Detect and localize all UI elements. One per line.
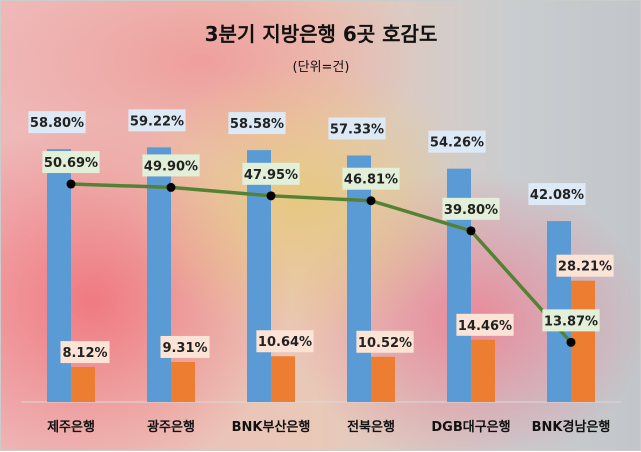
category-label: 광주은행 bbox=[147, 419, 195, 435]
data-label-text: 39.80% bbox=[444, 203, 498, 218]
data-label-bg bbox=[42, 151, 100, 174]
data-label-text: 54.26% bbox=[430, 136, 484, 151]
data-label-bg bbox=[242, 162, 300, 185]
bar-blue bbox=[247, 150, 271, 402]
line-point bbox=[66, 179, 76, 189]
data-label-text: 13.87% bbox=[544, 314, 598, 329]
category-label: BNK부산은행 bbox=[232, 419, 311, 435]
data-label-bg bbox=[228, 112, 286, 135]
data-label: 9.31% bbox=[160, 335, 210, 358]
data-label-bg bbox=[442, 197, 500, 220]
data-label-text: 14.46% bbox=[458, 319, 512, 334]
line-point bbox=[566, 337, 576, 347]
data-label-bg bbox=[256, 330, 314, 353]
data-label-bg bbox=[60, 341, 110, 364]
line-point bbox=[266, 191, 276, 201]
data-label: 10.64% bbox=[256, 330, 314, 353]
data-label: 42.08% bbox=[528, 183, 586, 206]
data-label-text: 49.90% bbox=[144, 159, 198, 174]
data-label: 50.69% bbox=[42, 151, 100, 174]
data-label-bg bbox=[128, 109, 186, 132]
data-label-bg bbox=[528, 183, 586, 206]
data-label-text: 9.31% bbox=[162, 341, 207, 356]
data-label-text: 57.33% bbox=[330, 122, 384, 137]
data-label-text: 46.81% bbox=[344, 173, 398, 188]
bar-blue bbox=[147, 147, 171, 402]
data-label-bg bbox=[328, 117, 386, 140]
bar-orange bbox=[271, 356, 295, 402]
bar-blue bbox=[47, 149, 71, 402]
data-label-text: 59.22% bbox=[130, 114, 184, 129]
chart-subtitle: (단위=건) bbox=[293, 60, 350, 75]
data-label-text: 47.95% bbox=[244, 168, 298, 183]
data-label-text: 8.12% bbox=[62, 346, 107, 361]
data-label: 54.26% bbox=[428, 130, 486, 153]
data-label: 57.33% bbox=[328, 117, 386, 140]
bar-orange bbox=[471, 339, 495, 402]
data-label: 46.81% bbox=[342, 167, 400, 190]
line-point bbox=[366, 196, 376, 206]
data-label-bg bbox=[356, 330, 414, 353]
data-label-bg bbox=[456, 313, 514, 336]
bar-orange bbox=[371, 356, 395, 402]
category-label: BNK경남은행 bbox=[532, 419, 611, 435]
line-point bbox=[466, 226, 476, 236]
data-label-text: 42.08% bbox=[530, 188, 584, 203]
data-label-bg bbox=[160, 335, 210, 358]
category-label: 제주은행 bbox=[47, 419, 95, 435]
data-label: 8.12% bbox=[60, 341, 110, 364]
data-label: 13.87% bbox=[542, 309, 600, 332]
chart-title: 3분기 지방은행 6곳 호감도 bbox=[205, 22, 438, 46]
data-label-bg bbox=[542, 309, 600, 332]
data-label-bg bbox=[28, 111, 86, 134]
line-point bbox=[166, 182, 176, 192]
data-label-text: 28.21% bbox=[558, 260, 612, 275]
line-series bbox=[70, 182, 573, 344]
data-label: 58.80% bbox=[28, 111, 86, 134]
data-label: 49.90% bbox=[142, 154, 200, 177]
bar-orange bbox=[71, 367, 95, 402]
data-label: 59.22% bbox=[128, 109, 186, 132]
data-label: 47.95% bbox=[242, 162, 300, 185]
data-label-bg bbox=[342, 167, 400, 190]
data-label-bg bbox=[556, 254, 614, 277]
bar-orange bbox=[171, 361, 195, 402]
data-label-bg bbox=[142, 154, 200, 177]
data-label-text: 50.69% bbox=[44, 156, 98, 171]
data-label: 28.21% bbox=[556, 254, 614, 277]
data-label-bg bbox=[428, 130, 486, 153]
data-label: 58.58% bbox=[228, 112, 286, 135]
data-label-text: 10.64% bbox=[258, 335, 312, 350]
data-label-text: 58.58% bbox=[230, 117, 284, 132]
category-label: 전북은행 bbox=[347, 419, 395, 435]
data-label-text: 10.52% bbox=[358, 336, 412, 351]
data-label: 14.46% bbox=[456, 313, 514, 336]
data-label: 10.52% bbox=[356, 330, 414, 353]
category-label: DGB대구은행 bbox=[431, 419, 510, 435]
data-label-text: 58.80% bbox=[30, 116, 84, 131]
bar-blue bbox=[347, 155, 371, 402]
data-label: 39.80% bbox=[442, 197, 500, 220]
